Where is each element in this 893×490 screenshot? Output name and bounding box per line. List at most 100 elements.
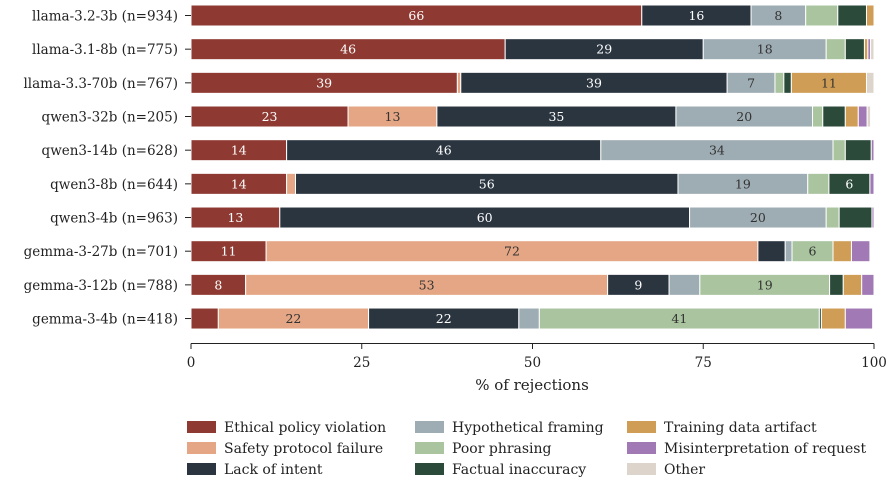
legend-swatch [415,442,444,454]
bar-segment [842,273,863,296]
y-tick-label: qwen3-14b (n=628) [42,143,178,159]
y-axis-labels: llama-3.2-3b (n=934) llama-3.1-8b (n=775)… [23,9,191,328]
legend-label: Misinterpretation of request [664,441,866,457]
legend-label: Hypothetical framing [452,420,604,436]
legend-label: Factual inaccuracy [452,462,586,478]
bar-segment [832,240,852,263]
bar-value-label: 7 [747,75,755,90]
bar-segment [757,240,786,263]
bar-segment [822,105,846,128]
bar-value-label: 66 [408,8,424,23]
bar-segment [784,240,793,263]
bar-segment [829,273,844,296]
legend-label: Poor phrasing [452,441,552,457]
bar-segment [812,105,824,128]
legend-swatch [187,421,216,433]
bar-value-label: 9 [634,277,642,292]
x-axis-title: % of rejections [475,376,589,394]
bar-segment [668,273,701,296]
legend-label: Other [664,462,705,478]
bar-segment [844,139,872,162]
bar-value-label: 22 [285,311,301,326]
bar-value-label: 41 [671,311,687,326]
legend-swatch [187,442,216,454]
x-tick-label: 0 [187,355,196,371]
bar-segment [825,38,846,61]
x-tick-label: 100 [861,355,887,371]
y-tick-label: gemma-3-27b (n=701) [24,244,178,260]
bar-segment [870,38,875,61]
bar-value-label: 18 [757,42,773,57]
bar-value-label: 39 [316,75,332,90]
x-tick-label: 50 [524,355,541,371]
bar-value-label: 20 [750,210,766,225]
bar-segment [857,105,868,128]
y-tick-label: llama-3.3-70b (n=767) [23,76,178,92]
bar-segment [805,4,839,27]
legend-label: Ethical policy violation [224,420,386,436]
bar-segment [807,172,830,195]
bar-segment [871,206,875,229]
bar-value-label: 8 [774,8,782,23]
bar-segment [844,105,859,128]
bar-value-label: 16 [688,8,704,23]
legend-label: Lack of intent [224,462,323,478]
bar-segment [863,38,869,61]
bar-value-label: 46 [340,42,356,57]
bar-value-label: 22 [436,311,452,326]
bar-value-label: 11 [221,244,237,259]
bar-segment [286,172,296,195]
bar-value-label: 23 [262,109,278,124]
y-tick-label: qwen3-8b (n=644) [50,177,178,193]
bar-value-label: 19 [735,176,751,191]
bar-segment [865,71,875,94]
legend-swatch [627,463,656,475]
bar-value-label: 29 [596,42,612,57]
bar-value-label: 6 [845,176,853,191]
bar-value-label: 13 [227,210,243,225]
legend: Ethical policy violation Safety protocol … [187,420,866,478]
bar-value-label: 46 [436,143,452,158]
y-tick-label: gemma-3-4b (n=418) [32,312,178,328]
bar-segment [837,4,867,27]
bar-segment [865,4,875,27]
y-tick-label: llama-3.2-3b (n=934) [32,9,178,25]
legend-swatch [415,421,444,433]
bar-value-label: 6 [809,244,817,259]
bar-value-label: 35 [548,109,564,124]
bar-value-label: 72 [504,244,520,259]
bar-value-label: 39 [586,75,602,90]
bar-segment [844,307,874,330]
x-axis: 0 25 50 75 100 [187,343,887,371]
legend-label: Training data artifact [664,420,817,436]
y-tick-label: qwen3-32b (n=205) [42,110,178,126]
bar-value-label: 60 [477,210,493,225]
bar-segment [518,307,540,330]
bar-segment [774,71,785,94]
bar-value-label: 14 [231,143,247,158]
bar-value-label: 34 [709,143,725,158]
y-tick-label: llama-3.1-8b (n=775) [32,42,178,58]
bar-segment [825,206,840,229]
bar-value-label: 13 [385,109,401,124]
bar-segment [190,307,219,330]
bar-value-label: 11 [821,75,837,90]
bar-value-label: 8 [214,277,222,292]
bar-segment [870,139,875,162]
legend-swatch [627,421,656,433]
bar-segment [456,71,462,94]
legend-label: Safety protocol failure [224,441,383,457]
bar-segment [838,206,873,229]
bars-group: 66 16 8 46 29 18 39 39 7 11 23 13 35 20 14 46 34 14 56 19 6 1… [190,4,875,330]
bar-segment [832,139,846,162]
bar-segment [869,172,875,195]
bar-value-label: 20 [736,109,752,124]
bar-segment [861,273,875,296]
bar-value-label: 53 [419,277,435,292]
legend-swatch [627,442,656,454]
y-tick-label: qwen3-4b (n=963) [50,211,178,227]
legend-swatch [187,463,216,475]
bar-value-label: 56 [479,176,495,191]
bar-segment [850,240,871,263]
y-tick-label: gemma-3-12b (n=788) [24,278,178,294]
